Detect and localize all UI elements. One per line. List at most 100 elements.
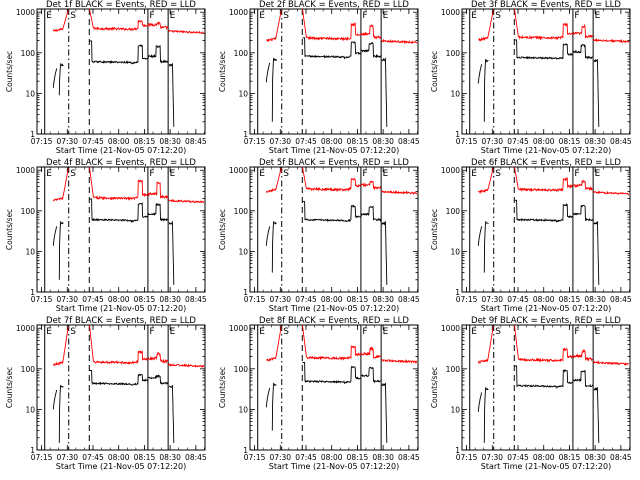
x-tick-label: 08:15 [559, 453, 581, 462]
plot-frame [249, 324, 419, 451]
x-axis-label: Start Time (21-Nov-05 07:12:20) [56, 304, 186, 313]
x-tick-label: 08:45 [185, 295, 207, 304]
x-tick-label: 08:30 [159, 453, 181, 462]
y-tick-label: 10 [238, 247, 248, 256]
y-tick-label: 1000 [229, 166, 248, 175]
x-tick-label: 08:15 [347, 137, 369, 146]
y-tick-label: 1000 [441, 8, 460, 17]
events-series-line [147, 45, 169, 64]
lld-series-line [167, 29, 205, 35]
events-series-line [52, 226, 58, 246]
lld-series-line [360, 345, 382, 359]
event-marker-label: E [46, 169, 52, 179]
events-series-line [302, 362, 362, 384]
lld-series-line [592, 190, 630, 196]
lld-series-line [592, 37, 630, 44]
lld-series-line [52, 9, 69, 33]
x-tick-label: 07:45 [82, 295, 104, 304]
x-tick-label: 08:30 [372, 137, 394, 146]
y-axis-label: Counts/sec [5, 209, 14, 250]
x-tick-label: 08:15 [134, 137, 156, 146]
y-tick-label: 10 [238, 89, 248, 98]
event-marker-label: E [259, 11, 265, 21]
events-series-line [477, 226, 483, 246]
lld-series-line [89, 324, 149, 365]
x-tick-label: 08:00 [321, 295, 343, 304]
x-tick-label: 08:15 [347, 295, 369, 304]
x-tick-label: 08:00 [108, 295, 130, 304]
event-marker-label: E [595, 11, 601, 21]
panel-det-3: Det 3f BLACK = Events, RED = LLD 1 10 100 10… [430, 0, 632, 155]
x-tick-label: 08:45 [185, 137, 207, 146]
x-axis-label: Start Time (21-Nov-05 07:12:20) [56, 146, 186, 155]
x-tick-label: 08:30 [584, 137, 606, 146]
lld-series-line [477, 326, 494, 365]
x-tick-label: 07:15 [244, 453, 266, 462]
panel-det-5: Det 5f BLACK = Events, RED = LLD 1 10 100 10… [218, 158, 420, 313]
lld-series-line [147, 352, 169, 364]
events-series-line [302, 201, 362, 223]
event-marker-label: F [362, 11, 367, 21]
panel-det-9: Det 9f BLACK = Events, RED = LLD 1 10 100 10… [430, 316, 632, 471]
lld-series-line [147, 181, 169, 200]
event-marker-label: F [149, 11, 154, 21]
events-series-line [514, 39, 573, 60]
x-tick-label: 07:45 [295, 453, 317, 462]
plot-frame [461, 166, 631, 293]
y-tick-label: 1000 [16, 8, 35, 17]
x-tick-label: 07:15 [31, 453, 53, 462]
events-series-line [168, 384, 175, 443]
y-tick-label: 10 [450, 247, 460, 256]
events-series-line [381, 382, 388, 443]
y-tick-label: 1 [243, 446, 248, 455]
y-tick-label: 100 [21, 365, 36, 374]
x-tick-label: 07:15 [244, 137, 266, 146]
y-tick-label: 1 [243, 130, 248, 139]
x-tick-label: 08:30 [584, 453, 606, 462]
event-marker-label: E [46, 327, 52, 337]
x-tick-label: 08:00 [533, 453, 555, 462]
x-tick-label: 08:00 [321, 453, 343, 462]
x-tick-label: 07:45 [82, 453, 104, 462]
x-tick-label: 07:45 [295, 137, 317, 146]
x-tick-label: 08:45 [610, 137, 632, 146]
x-axis-label: Start Time (21-Nov-05 07:12:20) [269, 304, 399, 313]
x-tick-label: 07:45 [507, 295, 529, 304]
events-series-line [593, 386, 600, 443]
event-marker-label: S [70, 327, 76, 337]
events-series-line [360, 42, 382, 59]
panel-det-7: Det 7f BLACK = Events, RED = LLD 1 10 100 10… [5, 316, 207, 471]
lld-series-line [572, 23, 594, 39]
event-marker-label: F [149, 327, 154, 337]
y-tick-label: 100 [234, 207, 249, 216]
events-series-line [572, 204, 594, 222]
x-tick-label: 07:15 [456, 453, 478, 462]
x-tick-label: 08:00 [533, 295, 555, 304]
x-tick-label: 08:00 [108, 137, 130, 146]
x-tick-label: 07:45 [295, 295, 317, 304]
events-series-line [168, 63, 175, 127]
panel-det-2: Det 2f BLACK = Events, RED = LLD 1 10 100 10… [218, 0, 420, 155]
event-marker-label: E [595, 169, 601, 179]
lld-series-line [381, 189, 418, 195]
y-axis-label: Counts/sec [5, 51, 14, 92]
panel-title: Det 6f BLACK = Events, RED = LLD [471, 158, 621, 168]
plot-frame [461, 324, 631, 451]
event-marker-label: S [495, 11, 501, 21]
y-tick-label: 10 [25, 247, 35, 256]
events-series-line [361, 205, 382, 223]
lld-series-line [514, 324, 574, 363]
x-tick-label: 08:45 [610, 295, 632, 304]
events-series-line [514, 199, 573, 223]
events-series-line [58, 384, 64, 443]
y-tick-label: 100 [446, 49, 461, 58]
event-marker-label: S [70, 169, 76, 179]
y-tick-label: 1000 [441, 166, 460, 175]
lld-series-line [514, 8, 574, 41]
lld-series-line [266, 10, 282, 43]
events-series-line [265, 62, 271, 83]
events-series-line [477, 64, 483, 84]
x-tick-label: 08:15 [134, 453, 156, 462]
lld-series-line [360, 180, 382, 191]
